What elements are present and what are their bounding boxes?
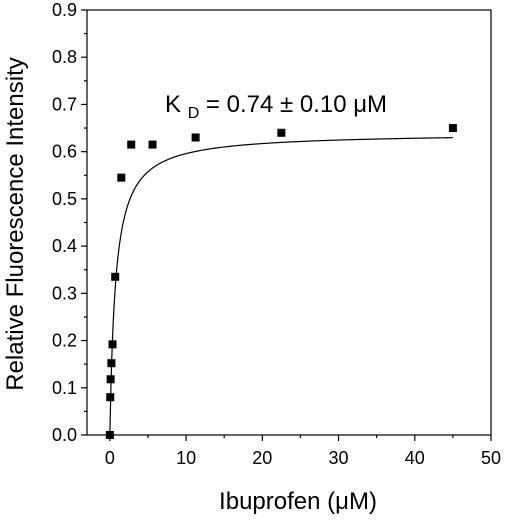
y-tick-label: 0.5 bbox=[52, 189, 77, 209]
x-tick-label: 10 bbox=[176, 448, 196, 468]
data-point bbox=[148, 140, 157, 149]
data-point bbox=[111, 272, 120, 281]
y-tick-label: 0.8 bbox=[52, 47, 77, 67]
y-tick-label: 0.4 bbox=[52, 236, 77, 256]
y-tick-label: 0.2 bbox=[52, 331, 77, 351]
x-tick-label: 50 bbox=[481, 448, 501, 468]
data-point bbox=[106, 375, 115, 384]
y-tick-label: 0.1 bbox=[52, 378, 77, 398]
axes-group bbox=[86, 9, 492, 436]
data-point bbox=[448, 124, 457, 133]
data-point bbox=[191, 133, 200, 142]
y-tick-label: 0.6 bbox=[52, 142, 77, 162]
x-tick-label: 0 bbox=[105, 448, 115, 468]
data-point bbox=[106, 393, 115, 402]
x-axis-title: Ibuprofen (μM) bbox=[219, 488, 377, 515]
data-point bbox=[277, 128, 286, 137]
kd-annotation-main: K bbox=[165, 91, 181, 118]
plot-frame bbox=[86, 9, 492, 436]
y-tick-label: 0.9 bbox=[52, 0, 77, 20]
kd-annotation-subscript: D bbox=[188, 105, 200, 122]
x-tick-label: 40 bbox=[405, 448, 425, 468]
x-tick-label: 30 bbox=[329, 448, 349, 468]
fit-curve-group bbox=[109, 137, 453, 435]
y-tick-label: 0.0 bbox=[52, 425, 77, 445]
data-point bbox=[127, 140, 136, 149]
data-point bbox=[107, 359, 116, 368]
kd-annotation-rest: = 0.74 ± 0.10 μM bbox=[206, 91, 387, 118]
x-tick-label: 20 bbox=[252, 448, 272, 468]
fit-curve bbox=[109, 137, 453, 435]
kd-annotation: K D = 0.74 ± 0.10 μM bbox=[165, 91, 387, 124]
data-point bbox=[117, 173, 126, 182]
data-point bbox=[108, 340, 117, 349]
y-tick-label: 0.7 bbox=[52, 94, 77, 114]
data-points-group bbox=[105, 124, 457, 439]
y-axis-title: Relative Fluorescence Intensity bbox=[2, 57, 29, 391]
y-tick-label: 0.3 bbox=[52, 283, 77, 303]
ticks-group: 0 10 20 30 40 50 0.0 0.1 0.2 0.3 0.4 0.5 0.6 0.7 0.8 0.… bbox=[52, 0, 501, 468]
